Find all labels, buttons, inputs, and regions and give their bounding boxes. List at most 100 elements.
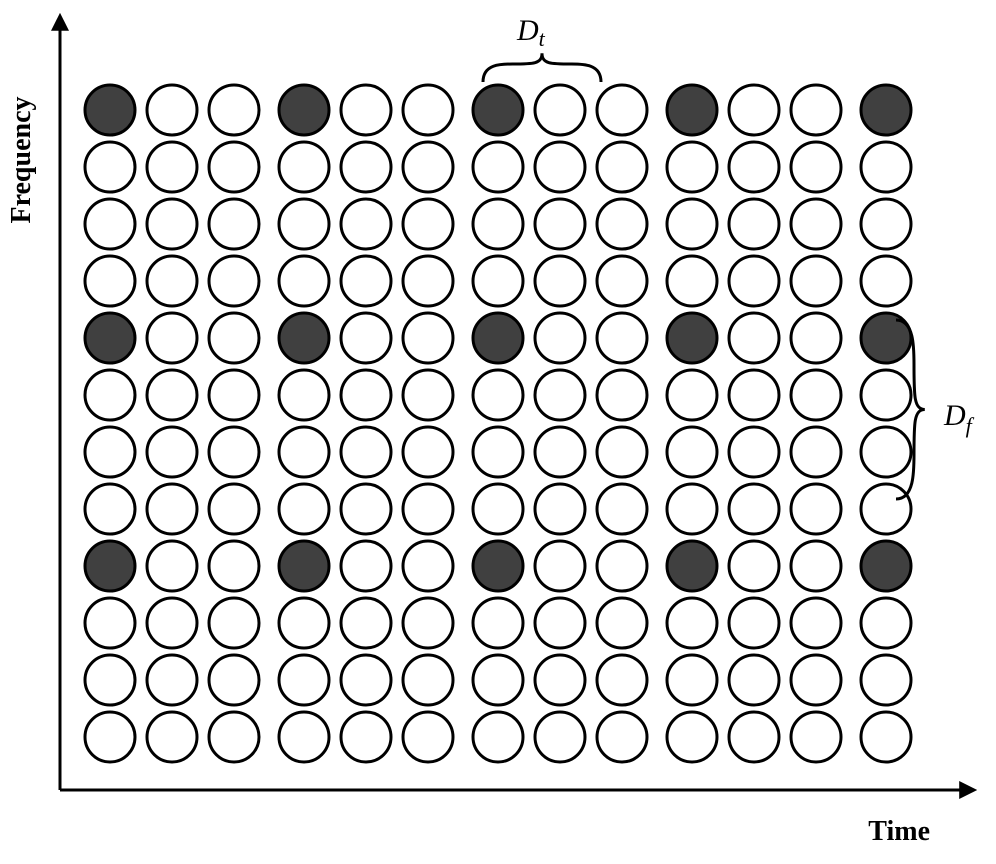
grid-cell bbox=[85, 199, 135, 249]
grid-cell bbox=[535, 484, 585, 534]
pilot-cell bbox=[861, 85, 911, 135]
grid-cell bbox=[341, 256, 391, 306]
grid-cell bbox=[597, 370, 647, 420]
grid-cell bbox=[791, 313, 841, 363]
grid-cell bbox=[861, 484, 911, 534]
grid-cell bbox=[535, 370, 585, 420]
grid-cell bbox=[791, 142, 841, 192]
grid-cell bbox=[729, 655, 779, 705]
grid-cell bbox=[147, 598, 197, 648]
grid-cell bbox=[403, 256, 453, 306]
grid-cell bbox=[473, 370, 523, 420]
grid-cell bbox=[597, 598, 647, 648]
grid-cell bbox=[729, 484, 779, 534]
grid-cell bbox=[209, 370, 259, 420]
grid-cell bbox=[279, 256, 329, 306]
grid-cell bbox=[791, 598, 841, 648]
grid-cell bbox=[597, 313, 647, 363]
grid-cell bbox=[341, 712, 391, 762]
grid-cell bbox=[209, 313, 259, 363]
pilot-cell bbox=[473, 541, 523, 591]
pilot-cell bbox=[279, 85, 329, 135]
grid-cell bbox=[341, 142, 391, 192]
grid-cell bbox=[341, 370, 391, 420]
pilot-cell bbox=[279, 313, 329, 363]
grid-cell bbox=[597, 427, 647, 477]
pilot-cell bbox=[85, 541, 135, 591]
grid-cell bbox=[279, 598, 329, 648]
grid-cell bbox=[403, 199, 453, 249]
grid-cell bbox=[209, 598, 259, 648]
grid-cell bbox=[403, 142, 453, 192]
grid-cell bbox=[729, 256, 779, 306]
grid-cell bbox=[597, 541, 647, 591]
grid-cell bbox=[667, 484, 717, 534]
grid-cell bbox=[279, 370, 329, 420]
pilot-cell bbox=[667, 313, 717, 363]
grid-cell bbox=[791, 85, 841, 135]
grid-cell bbox=[473, 655, 523, 705]
diagram-container: FrequencyTimeDtDf bbox=[0, 0, 996, 864]
grid-cell bbox=[209, 427, 259, 477]
grid-cell bbox=[209, 484, 259, 534]
grid-cell bbox=[85, 142, 135, 192]
grid-cell bbox=[729, 85, 779, 135]
grid-cell bbox=[147, 85, 197, 135]
grid-cell bbox=[535, 598, 585, 648]
grid-cell bbox=[597, 712, 647, 762]
grid-cell bbox=[209, 85, 259, 135]
grid-cell bbox=[341, 484, 391, 534]
grid-cell bbox=[597, 142, 647, 192]
grid-cell bbox=[597, 256, 647, 306]
grid-cell bbox=[403, 313, 453, 363]
grid-cell bbox=[535, 712, 585, 762]
grid-cell bbox=[85, 598, 135, 648]
pilot-cell bbox=[667, 85, 717, 135]
grid-cell bbox=[861, 370, 911, 420]
grid-cell bbox=[341, 541, 391, 591]
grid-cell bbox=[341, 598, 391, 648]
grid-cell bbox=[791, 427, 841, 477]
grid-cell bbox=[403, 484, 453, 534]
grid-cell bbox=[403, 712, 453, 762]
grid-cell bbox=[597, 85, 647, 135]
grid-cell bbox=[147, 484, 197, 534]
grid-cell bbox=[403, 370, 453, 420]
grid-cell bbox=[147, 199, 197, 249]
grid-cell bbox=[209, 142, 259, 192]
grid-cell bbox=[341, 655, 391, 705]
grid-cell bbox=[861, 712, 911, 762]
grid-cell bbox=[85, 655, 135, 705]
grid-cell bbox=[791, 655, 841, 705]
grid-cell bbox=[667, 655, 717, 705]
grid-cell bbox=[403, 655, 453, 705]
grid-cell bbox=[209, 199, 259, 249]
grid-cell bbox=[147, 541, 197, 591]
grid-cell bbox=[729, 142, 779, 192]
grid-cell bbox=[791, 199, 841, 249]
grid-cell bbox=[861, 256, 911, 306]
grid-cell bbox=[791, 256, 841, 306]
grid-cell bbox=[861, 598, 911, 648]
pilot-cell bbox=[85, 85, 135, 135]
grid-cell bbox=[729, 427, 779, 477]
grid-cell bbox=[473, 427, 523, 477]
grid-cell bbox=[341, 199, 391, 249]
diagram-svg: FrequencyTimeDtDf bbox=[0, 0, 996, 864]
grid-cell bbox=[209, 541, 259, 591]
grid-cell bbox=[147, 370, 197, 420]
grid-cell bbox=[341, 313, 391, 363]
grid-cell bbox=[861, 142, 911, 192]
grid-cell bbox=[667, 199, 717, 249]
grid-cell bbox=[279, 712, 329, 762]
grid-cell bbox=[535, 199, 585, 249]
pilot-cell bbox=[861, 541, 911, 591]
grid-cell bbox=[535, 541, 585, 591]
grid-cell bbox=[147, 712, 197, 762]
grid-cell bbox=[473, 199, 523, 249]
grid-cell bbox=[147, 427, 197, 477]
grid-cell bbox=[279, 142, 329, 192]
grid-cell bbox=[667, 256, 717, 306]
grid-cell bbox=[535, 256, 585, 306]
grid-cell bbox=[597, 484, 647, 534]
